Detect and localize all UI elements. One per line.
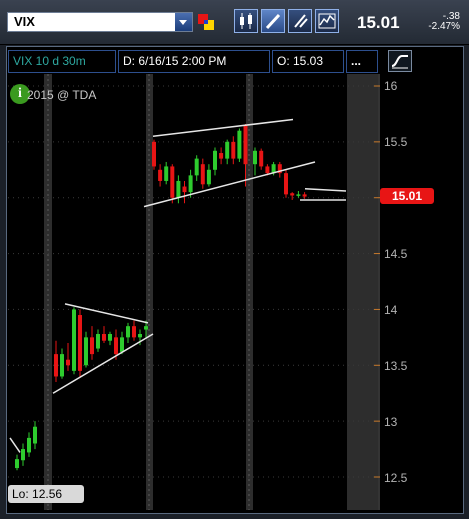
candle-body — [277, 164, 282, 174]
studies-chart-button[interactable] — [315, 9, 339, 33]
candle-body — [78, 315, 82, 371]
curve-icon — [391, 55, 408, 69]
candle-body — [219, 153, 224, 159]
left-edge-line — [9, 437, 21, 453]
candle-body — [164, 166, 169, 181]
chart-info-bar: VIX 10 d 30m D: 6/16/15 2:00 PM O: 15.03… — [8, 50, 380, 73]
candle-body — [296, 194, 301, 196]
candle-body — [237, 130, 242, 159]
candle-body — [114, 337, 118, 355]
candle-body — [84, 337, 88, 366]
price-chart[interactable] — [8, 74, 380, 510]
price-label: 16 — [384, 79, 398, 93]
candle-body — [120, 337, 124, 352]
pencil-icon — [265, 13, 281, 30]
date-label: D: 6/16/15 2:00 PM — [118, 50, 270, 73]
upper-channel-line — [152, 118, 294, 138]
candle-body — [194, 158, 199, 176]
candle-body — [138, 334, 142, 338]
symbol-label: VIX — [14, 14, 35, 29]
session-band — [44, 74, 52, 510]
candle-body — [90, 337, 94, 355]
price-label: 12.5 — [384, 471, 408, 485]
flask-icon — [294, 14, 308, 28]
candle-body — [15, 459, 19, 469]
candle-body — [302, 194, 307, 197]
candle-body — [152, 141, 156, 167]
candle-body — [132, 326, 136, 338]
line-chart-icon — [318, 13, 336, 29]
candle-body — [243, 125, 248, 165]
candle-body — [290, 193, 295, 196]
price-label: 14 — [384, 303, 398, 317]
candle-body — [108, 334, 112, 341]
candle-body — [271, 164, 276, 174]
drawing-tool-button[interactable] — [261, 9, 285, 33]
session-band — [347, 74, 380, 510]
candle-body — [225, 141, 230, 159]
copyright-text: 2015 @ TDA — [27, 88, 97, 102]
candle-body — [27, 437, 31, 453]
candle-body — [231, 141, 236, 159]
more-button[interactable]: ... — [346, 50, 378, 73]
upper-flag-line — [304, 188, 347, 192]
candle-body — [66, 359, 70, 366]
candle-body — [213, 150, 217, 170]
candle-body — [144, 326, 148, 330]
chart-style-button[interactable] — [388, 50, 412, 72]
chevron-down-icon[interactable] — [175, 13, 192, 31]
chart-frame — [6, 46, 464, 514]
last-price-tag: 15.01 — [380, 188, 434, 204]
candle-body — [170, 166, 175, 198]
candle-style-button[interactable] — [234, 9, 258, 33]
symbol-selector[interactable]: VIX — [7, 12, 193, 32]
candle-body — [54, 354, 58, 377]
session-band — [146, 74, 153, 510]
price-label: 13 — [384, 415, 398, 429]
candle-body — [200, 164, 205, 185]
low-price-badge: Lo: 12.56 — [8, 485, 84, 503]
candle-body — [158, 169, 163, 181]
candle-body — [206, 169, 211, 185]
candle-body — [284, 173, 288, 195]
candle-body — [259, 150, 264, 167]
candle-body — [176, 180, 181, 198]
candle-body — [126, 326, 130, 338]
candle-body — [60, 354, 64, 377]
price-label: 14.5 — [384, 247, 408, 261]
lower-channel-line — [143, 161, 316, 208]
period-label[interactable]: VIX 10 d 30m — [8, 50, 116, 73]
candlestick-icon — [240, 13, 252, 29]
toolbar: VIX — [0, 0, 469, 45]
change-block: -.38 -2.47% — [416, 12, 460, 32]
candle-body — [33, 426, 37, 444]
price-label: 15.5 — [384, 135, 408, 149]
candle-body — [102, 334, 106, 341]
net-change: -.38 — [442, 11, 460, 22]
open-label: O: 15.03 — [272, 50, 344, 73]
candle-body — [72, 309, 76, 371]
studies-button[interactable] — [288, 9, 312, 33]
lower-wedge-line — [52, 333, 154, 394]
price-label: 13.5 — [384, 359, 408, 373]
link-color-icon[interactable] — [197, 13, 215, 31]
candle-body — [182, 186, 187, 193]
session-band — [246, 74, 253, 510]
candle-body — [188, 175, 193, 193]
percent-change: -2.47% — [428, 21, 460, 32]
info-icon[interactable]: i — [10, 84, 30, 104]
candle-body — [253, 150, 257, 165]
candle-body — [265, 166, 270, 174]
candle-body — [96, 334, 100, 349]
last-price: 15.01 — [357, 13, 400, 32]
candle-body — [21, 449, 25, 461]
upper-wedge-line — [64, 303, 149, 324]
